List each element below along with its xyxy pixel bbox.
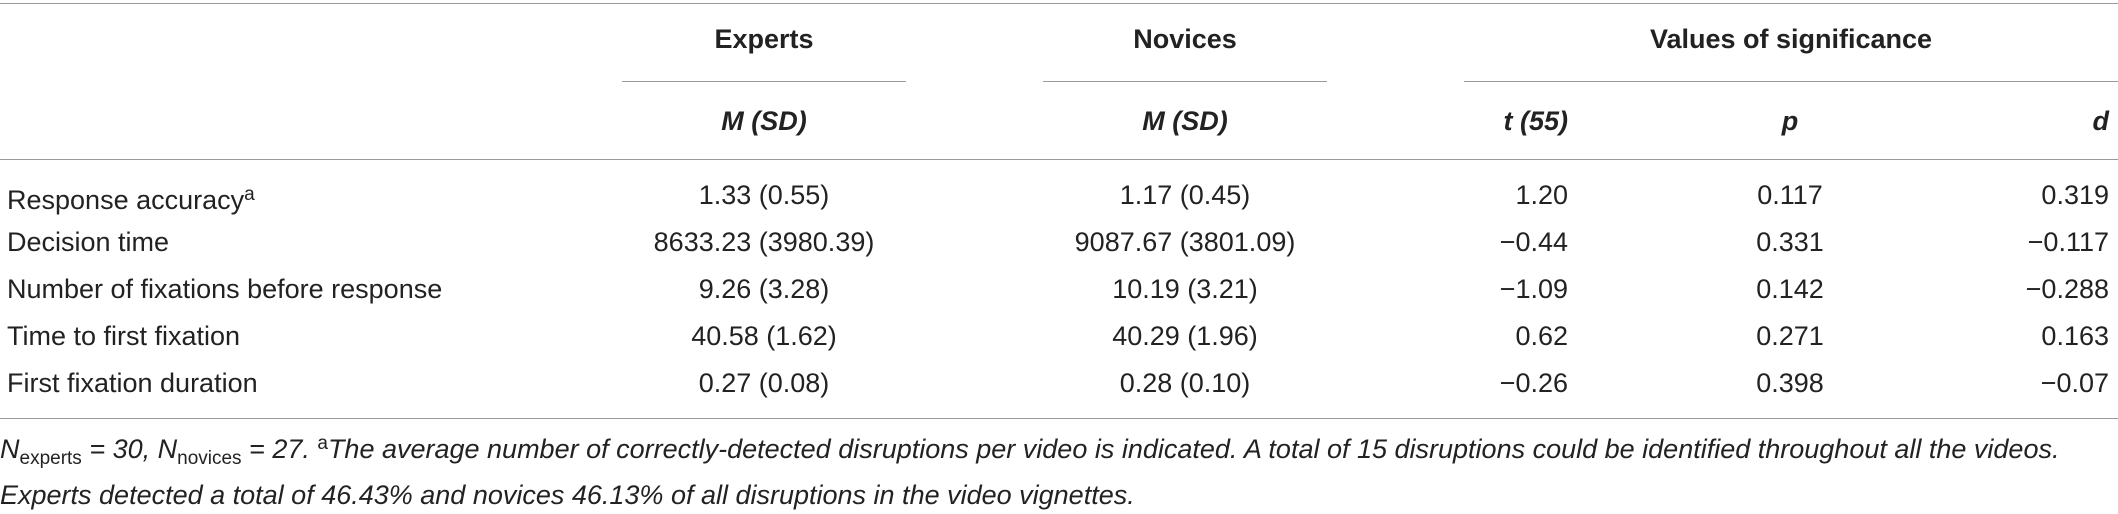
cell-t: −1.09 bbox=[1499, 274, 1568, 304]
footnote-text: The average number of correctly-detected… bbox=[0, 434, 2060, 510]
cell-p: 0.398 bbox=[1756, 368, 1824, 398]
footnote-marker: a bbox=[244, 184, 255, 205]
subheader-novices-m-sd: M (SD) bbox=[1142, 106, 1228, 136]
footnote-n-symbol: N bbox=[0, 434, 20, 464]
subheader-experts-m-sd: M (SD) bbox=[721, 106, 807, 136]
group-header-experts: Experts bbox=[714, 24, 814, 54]
cell-novices: 9087.67 (3801.09) bbox=[1074, 227, 1296, 257]
cell-p: 0.271 bbox=[1756, 321, 1824, 351]
cell-t: −0.44 bbox=[1499, 227, 1568, 257]
experts-underline bbox=[622, 81, 906, 82]
subheader-p: p bbox=[1781, 106, 1799, 136]
subheader-d: d bbox=[2092, 106, 2110, 136]
cell-experts: 9.26 (3.28) bbox=[698, 274, 830, 304]
row-label: Number of fixations before response bbox=[7, 274, 443, 304]
group-header-novices: Novices bbox=[1133, 24, 1237, 54]
footnote-marker: a bbox=[317, 433, 328, 454]
cell-novices: 10.19 (3.21) bbox=[1112, 274, 1258, 304]
cell-experts: 0.27 (0.08) bbox=[698, 368, 830, 398]
cell-novices: 1.17 (0.45) bbox=[1119, 180, 1251, 210]
header-rule bbox=[0, 159, 2118, 160]
cell-p: 0.142 bbox=[1756, 274, 1824, 304]
cell-p: 0.117 bbox=[1757, 180, 1823, 210]
cell-experts: 40.58 (1.62) bbox=[691, 321, 837, 351]
cell-experts: 8633.23 (3980.39) bbox=[653, 227, 875, 257]
significance-underline bbox=[1464, 81, 2118, 82]
footnote-experts-value: = 30, bbox=[81, 434, 158, 464]
top-rule bbox=[0, 3, 2118, 4]
row-label: First fixation duration bbox=[7, 368, 258, 398]
footnote-novices-value: = 27. bbox=[241, 434, 318, 464]
cell-t: 0.62 bbox=[1515, 321, 1568, 351]
bottom-rule bbox=[0, 418, 2118, 419]
row-label: Response accuracya bbox=[7, 184, 255, 215]
footnote-n-symbol: N bbox=[157, 434, 178, 464]
cell-d: 0.163 bbox=[2041, 321, 2109, 351]
cell-d: −0.288 bbox=[2025, 274, 2109, 304]
group-header-significance: Values of significance bbox=[1649, 24, 1933, 54]
novices-underline bbox=[1043, 81, 1327, 82]
row-label: Decision time bbox=[7, 227, 170, 257]
footnote-experts-subscript: experts bbox=[19, 448, 82, 469]
cell-experts: 1.33 (0.55) bbox=[698, 180, 830, 210]
subheader-t: t (55) bbox=[1503, 106, 1568, 136]
row-label: Time to first fixation bbox=[7, 321, 241, 351]
cell-p: 0.331 bbox=[1756, 227, 1824, 257]
table-footnote: Nexperts = 30, Nnovices = 27. aThe avera… bbox=[0, 425, 2112, 514]
cell-t: −0.26 bbox=[1499, 368, 1568, 398]
footnote-novices-subscript: novices bbox=[177, 448, 242, 469]
cell-d: −0.117 bbox=[2027, 227, 2109, 257]
cell-novices: 0.28 (0.10) bbox=[1119, 368, 1251, 398]
cell-t: 1.20 bbox=[1515, 180, 1568, 210]
cell-novices: 40.29 (1.96) bbox=[1112, 321, 1258, 351]
cell-d: −0.07 bbox=[2040, 368, 2109, 398]
cell-d: 0.319 bbox=[2041, 180, 2109, 210]
